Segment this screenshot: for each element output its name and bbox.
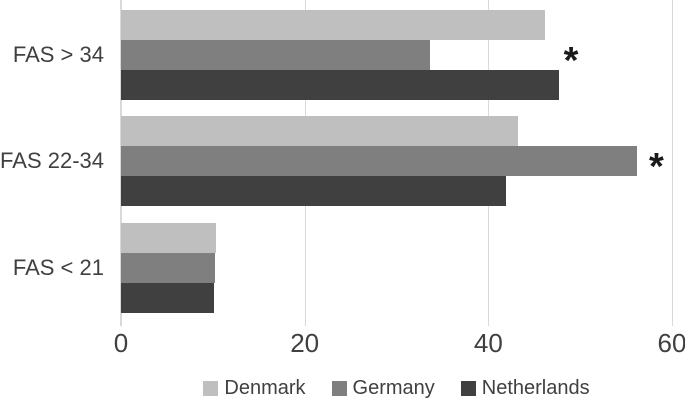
- x-tick-label: 20: [290, 328, 320, 358]
- category-label: FAS < 21: [12, 254, 104, 280]
- category-label: FAS 22-34: [0, 148, 104, 174]
- legend-label: Germany: [352, 377, 435, 399]
- bar-germany-0: [121, 40, 430, 70]
- gridline: [672, 0, 673, 326]
- legend-swatch-icon: [203, 380, 219, 396]
- significance-asterisk: *: [563, 40, 579, 82]
- legend-item-denmark: Denmark: [203, 377, 306, 399]
- bar-netherlands-0: [121, 70, 560, 100]
- significance-asterisk: *: [648, 146, 664, 189]
- bar-germany-1: [121, 146, 638, 177]
- category-label: FAS > 34: [12, 42, 104, 67]
- x-tick-label: 0: [113, 328, 129, 358]
- x-tick-label: 60: [657, 328, 685, 358]
- bar-germany-2: [121, 252, 215, 283]
- legend: Denmark Germany Netherlands: [121, 374, 672, 400]
- legend-swatch-icon: [331, 380, 347, 396]
- legend-label: Netherlands: [481, 377, 590, 399]
- legend-item-netherlands: Netherlands: [460, 377, 590, 399]
- x-tick-label: 40: [473, 328, 503, 358]
- legend-label: Denmark: [224, 377, 306, 399]
- legend-swatch-icon: [460, 380, 476, 396]
- bar-denmark-2: [121, 222, 216, 253]
- legend-item-germany: Germany: [331, 377, 435, 399]
- bar-netherlands-2: [121, 282, 214, 313]
- bar-netherlands-1: [121, 176, 506, 207]
- bar-denmark-0: [121, 10, 546, 40]
- bar-denmark-1: [121, 116, 518, 147]
